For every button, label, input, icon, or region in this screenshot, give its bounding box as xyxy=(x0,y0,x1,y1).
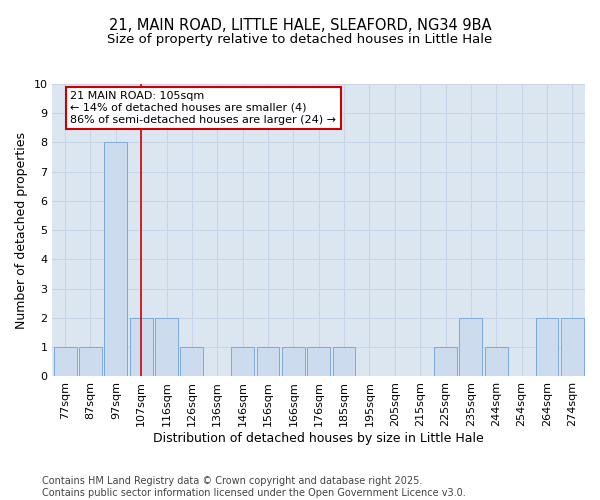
Bar xyxy=(434,347,457,376)
Bar xyxy=(460,318,482,376)
Bar xyxy=(536,318,559,376)
Bar xyxy=(282,347,305,376)
Bar xyxy=(231,347,254,376)
Bar xyxy=(53,347,77,376)
Bar xyxy=(79,347,102,376)
Bar xyxy=(485,347,508,376)
Bar xyxy=(104,142,127,376)
Text: Contains HM Land Registry data © Crown copyright and database right 2025.
Contai: Contains HM Land Registry data © Crown c… xyxy=(42,476,466,498)
Text: 21 MAIN ROAD: 105sqm
← 14% of detached houses are smaller (4)
86% of semi-detach: 21 MAIN ROAD: 105sqm ← 14% of detached h… xyxy=(70,92,336,124)
X-axis label: Distribution of detached houses by size in Little Hale: Distribution of detached houses by size … xyxy=(154,432,484,445)
Bar xyxy=(257,347,280,376)
Bar xyxy=(155,318,178,376)
Bar xyxy=(561,318,584,376)
Bar xyxy=(332,347,355,376)
Bar xyxy=(130,318,152,376)
Text: Size of property relative to detached houses in Little Hale: Size of property relative to detached ho… xyxy=(107,32,493,46)
Bar xyxy=(307,347,330,376)
Text: 21, MAIN ROAD, LITTLE HALE, SLEAFORD, NG34 9BA: 21, MAIN ROAD, LITTLE HALE, SLEAFORD, NG… xyxy=(109,18,491,32)
Bar xyxy=(181,347,203,376)
Y-axis label: Number of detached properties: Number of detached properties xyxy=(15,132,28,328)
